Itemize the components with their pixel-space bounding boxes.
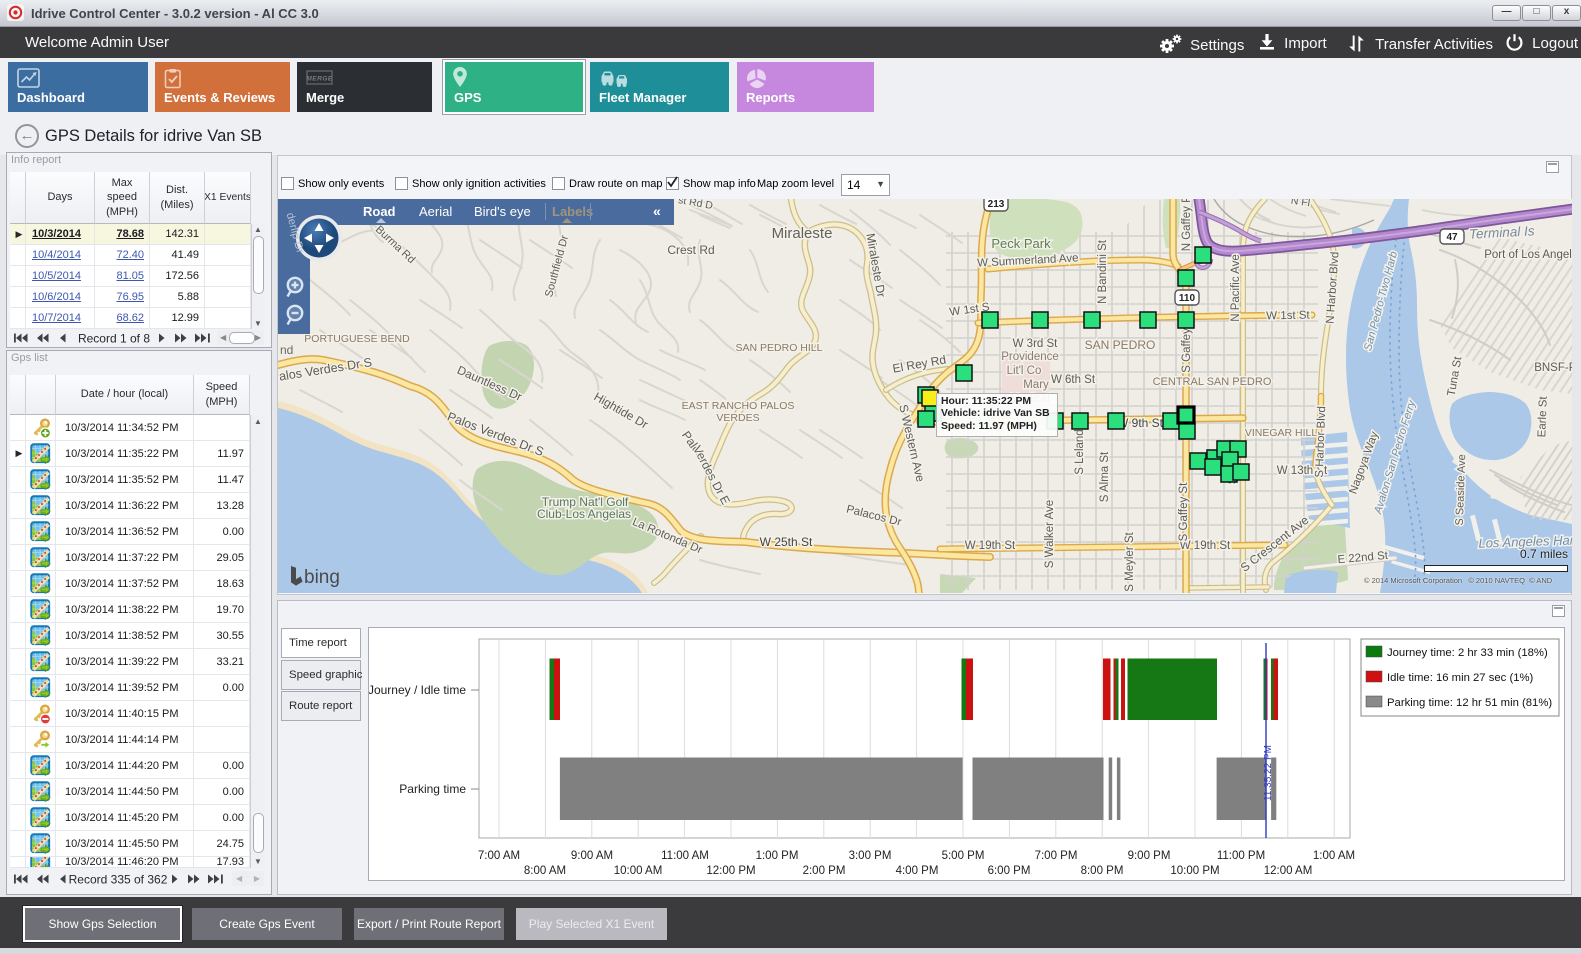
svg-text:110: 110 <box>1179 293 1196 304</box>
svg-text:Crest Rd: Crest Rd <box>667 243 714 257</box>
svg-text:MERGE: MERGE <box>306 75 332 82</box>
svg-text:3:00 PM: 3:00 PM <box>849 850 892 862</box>
svg-text:10:00 AM: 10:00 AM <box>614 865 663 877</box>
svg-text:7:00 PM: 7:00 PM <box>1035 850 1078 862</box>
svg-text:CENTRAL SAN PEDRO: CENTRAL SAN PEDRO <box>1153 376 1272 388</box>
svg-text:Lit'l Co: Lit'l Co <box>1007 365 1042 377</box>
svg-text:11:00 AM: 11:00 AM <box>661 850 709 862</box>
svg-text:7:00 AM: 7:00 AM <box>478 850 520 862</box>
svg-text:bing: bing <box>304 567 340 588</box>
svg-text:W 1st St: W 1st St <box>1266 310 1310 323</box>
svg-text:N Bandini St: N Bandini St <box>1097 239 1109 304</box>
svg-text:VERDES: VERDES <box>716 412 759 424</box>
svg-text:BNSF-Port: BNSF-Port <box>1534 362 1572 374</box>
svg-text:Record 1 of 8: Record 1 of 8 <box>78 332 150 346</box>
svg-text:Record 335 of 362: Record 335 of 362 <box>69 873 168 887</box>
svg-text:S Alma St: S Alma St <box>1099 451 1111 502</box>
svg-text:Idle time: 16 min 27 sec (1%): Idle time: 16 min 27 sec (1%) <box>1387 672 1534 684</box>
svg-text:Trump Nat'l Golf: Trump Nat'l Golf <box>542 495 629 509</box>
svg-text:5:00 PM: 5:00 PM <box>942 850 985 862</box>
svg-text:12:00 PM: 12:00 PM <box>706 865 755 877</box>
svg-text:SAN PEDRO: SAN PEDRO <box>1085 338 1156 352</box>
svg-text:W 19th St: W 19th St <box>965 540 1016 552</box>
svg-text:213: 213 <box>988 199 1005 210</box>
svg-text:11:00 PM: 11:00 PM <box>1217 850 1265 862</box>
svg-text:VINEGAR HILL: VINEGAR HILL <box>1245 427 1318 439</box>
svg-text:N Gaffey Pl: N Gaffey Pl <box>1181 199 1193 251</box>
svg-text:N Fl: N Fl <box>1290 199 1311 209</box>
svg-text:10:00 PM: 10:00 PM <box>1170 865 1219 877</box>
svg-text:Los Angeles Harb: Los Angeles Harb <box>1478 532 1572 551</box>
svg-text:4:00 PM: 4:00 PM <box>896 865 939 877</box>
svg-text:Parking time: 12 hr 51 min (81: Parking time: 12 hr 51 min (81%) <box>1387 697 1552 709</box>
svg-text:6:00 PM: 6:00 PM <box>988 865 1031 877</box>
svg-text:Journey time: 2 hr 33 min (18%: Journey time: 2 hr 33 min (18%) <box>1387 647 1548 659</box>
svg-text:Peck Park: Peck Park <box>991 236 1051 251</box>
svg-text:SAN PEDRO HILL: SAN PEDRO HILL <box>736 342 823 354</box>
svg-text:W 6th St: W 6th St <box>1051 374 1096 386</box>
svg-text:S Seaside Ave: S Seaside Ave <box>1454 454 1468 526</box>
svg-text:9:00 PM: 9:00 PM <box>1128 850 1171 862</box>
svg-text:W 3rd St: W 3rd St <box>1013 338 1059 350</box>
svg-text:Providence: Providence <box>1001 351 1059 363</box>
svg-text:47: 47 <box>1446 232 1458 243</box>
svg-text:Earle St: Earle St <box>1536 395 1549 437</box>
svg-text:12:00 AM: 12:00 AM <box>1264 865 1313 877</box>
svg-text:S Leland: S Leland <box>1074 429 1086 474</box>
svg-text:Journey / Idle time: Journey / Idle time <box>369 683 466 697</box>
svg-text:9:00 AM: 9:00 AM <box>571 850 613 862</box>
svg-text:S Meyler St: S Meyler St <box>1124 531 1136 591</box>
svg-text:Miraleste: Miraleste <box>772 225 833 242</box>
svg-text:2:00 PM: 2:00 PM <box>803 865 846 877</box>
svg-text:W 9th St: W 9th St <box>1117 416 1164 430</box>
svg-text:S Gaffey S: S Gaffey S <box>1181 317 1193 373</box>
svg-text:1:00 PM: 1:00 PM <box>756 850 799 862</box>
svg-text:PORTUGUESE BEND: PORTUGUESE BEND <box>304 333 410 345</box>
svg-text:11:35:22 PM: 11:35:22 PM <box>1263 745 1274 801</box>
svg-text:Terminal Is: Terminal Is <box>1469 223 1535 241</box>
svg-text:W 19th St: W 19th St <box>1180 540 1231 552</box>
svg-text:8:00 AM: 8:00 AM <box>524 865 566 877</box>
svg-text:1:00 AM: 1:00 AM <box>1313 850 1355 862</box>
svg-text:8:00 PM: 8:00 PM <box>1081 865 1124 877</box>
svg-text:Port of Los Angel: Port of Los Angel <box>1484 249 1572 261</box>
svg-text:Mary: Mary <box>1023 379 1049 391</box>
svg-text:N Pacific Ave: N Pacific Ave <box>1230 254 1242 322</box>
svg-text:W 13th St: W 13th St <box>1277 465 1328 477</box>
svg-text:EAST RANCHO PALOS: EAST RANCHO PALOS <box>682 400 795 412</box>
svg-text:W 25th St: W 25th St <box>760 535 813 549</box>
svg-text:S Gaffey St: S Gaffey St <box>1178 482 1190 541</box>
svg-text:S Harbor Blvd: S Harbor Blvd <box>1314 406 1328 478</box>
svg-text:Club-Los Angelas: Club-Los Angelas <box>537 507 631 521</box>
svg-text:Parking time: Parking time <box>399 782 466 796</box>
svg-text:S Walker Ave: S Walker Ave <box>1044 500 1056 568</box>
